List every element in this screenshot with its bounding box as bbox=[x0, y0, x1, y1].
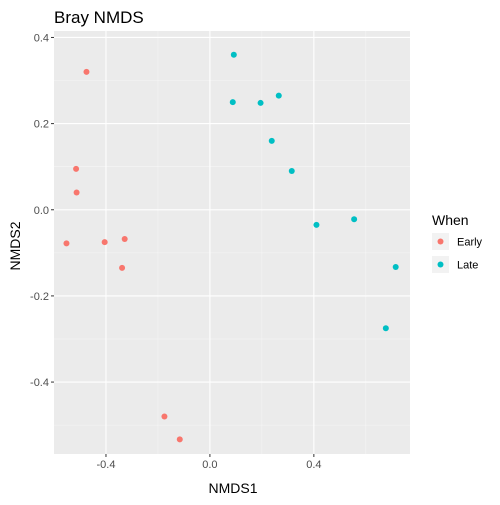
major-gridlines bbox=[54, 31, 410, 454]
legend: When Early Late bbox=[432, 212, 483, 273]
y-tick-label: -0.4 bbox=[30, 377, 49, 389]
x-tick-label: 0.4 bbox=[306, 459, 321, 471]
data-point-early bbox=[161, 413, 168, 420]
x-tick-label: -0.4 bbox=[96, 459, 115, 471]
legend-label-early: Early bbox=[457, 237, 483, 249]
data-point-early bbox=[83, 68, 90, 75]
data-point-late bbox=[275, 92, 282, 99]
data-point-late bbox=[288, 167, 295, 174]
data-point-early bbox=[73, 165, 80, 172]
y-axis-title: NMDS2 bbox=[7, 221, 23, 270]
data-point-late bbox=[268, 137, 275, 144]
data-point-late bbox=[230, 51, 237, 58]
data-point-early bbox=[73, 189, 80, 196]
y-axis-ticks: 0.4 0.2 0.0 -0.2 -0.4 bbox=[30, 32, 54, 389]
legend-items: Early Late bbox=[432, 233, 483, 273]
data-point-late bbox=[392, 264, 399, 271]
data-point-late bbox=[382, 325, 389, 332]
y-tick-label: 0.2 bbox=[34, 119, 49, 131]
data-point-early bbox=[101, 239, 108, 246]
data-points bbox=[63, 51, 399, 443]
x-tick-label: 0.0 bbox=[202, 459, 217, 471]
y-tick-label: 0.0 bbox=[34, 205, 49, 217]
data-point-early bbox=[121, 236, 128, 243]
legend-marker-late bbox=[437, 261, 444, 268]
data-point-late bbox=[257, 99, 264, 106]
legend-marker-early bbox=[437, 238, 444, 245]
data-point-early bbox=[63, 240, 70, 247]
y-tick-label: -0.2 bbox=[30, 291, 49, 303]
legend-label-late: Late bbox=[457, 260, 478, 272]
legend-title: When bbox=[432, 212, 469, 228]
data-point-late bbox=[229, 99, 236, 106]
data-point-early bbox=[176, 436, 183, 443]
data-point-late bbox=[351, 216, 358, 223]
data-point-early bbox=[119, 264, 126, 271]
y-tick-label: 0.4 bbox=[34, 32, 49, 44]
data-point-late bbox=[313, 221, 320, 228]
chart-title: Bray NMDS bbox=[54, 8, 144, 27]
x-axis-ticks: -0.4 0.0 0.4 bbox=[96, 454, 322, 471]
x-axis-title: NMDS1 bbox=[208, 480, 257, 496]
